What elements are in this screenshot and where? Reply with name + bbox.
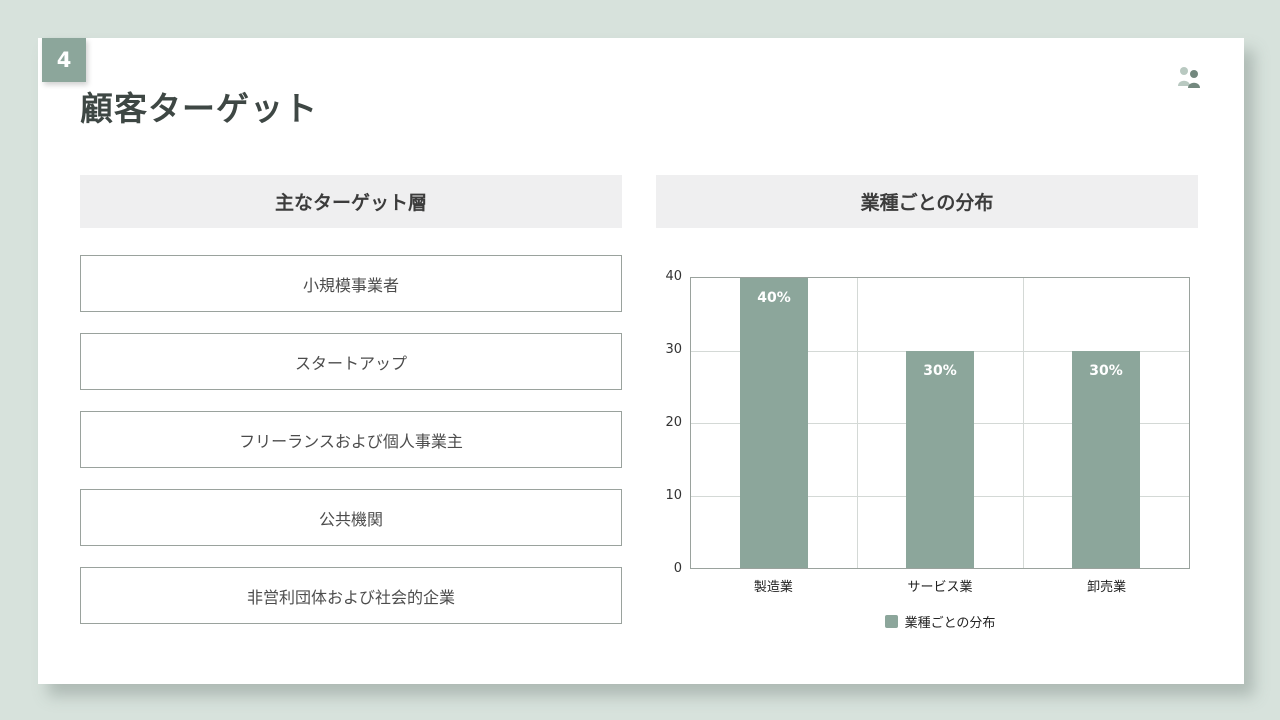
left-panel-header: 主なターゲット層 bbox=[80, 175, 622, 228]
bar: 40% bbox=[739, 278, 808, 568]
bar: 30% bbox=[906, 350, 974, 568]
logo-icon bbox=[1178, 67, 1200, 88]
list-item: フリーランスおよび個人事業主 bbox=[80, 411, 622, 468]
y-axis-labels: 0 10 20 30 40 bbox=[656, 269, 682, 576]
bar-value-label: 30% bbox=[923, 362, 957, 379]
target-list: 小規模事業者 スタートアップ フリーランスおよび個人事業主 公共機関 非営利団体… bbox=[80, 255, 622, 624]
list-item: スタートアップ bbox=[80, 333, 622, 390]
x-axis-label: 卸売業 bbox=[1087, 580, 1127, 595]
bar-chart: 0 10 20 30 40 40% 30% 30% 製造業 サービス業 卸売業 業種ごとの分布 bbox=[656, 269, 1198, 677]
category-separator bbox=[1023, 278, 1024, 568]
list-item: 公共機関 bbox=[80, 489, 622, 546]
right-panel-header: 業種ごとの分布 bbox=[656, 175, 1198, 228]
bar: 30% bbox=[1072, 350, 1140, 568]
x-axis-label: 製造業 bbox=[753, 580, 793, 595]
y-tick-label: 40 bbox=[665, 269, 682, 284]
legend-swatch bbox=[884, 615, 898, 628]
page-number-badge: 4 bbox=[42, 38, 86, 82]
bar-chart-plot: 40% 30% 30% bbox=[690, 277, 1190, 569]
page-number: 4 bbox=[56, 48, 72, 72]
x-axis-label: サービス業 bbox=[907, 580, 973, 595]
y-tick-label: 10 bbox=[665, 488, 682, 503]
chart-legend: 業種ごとの分布 bbox=[690, 612, 1190, 631]
y-tick-label: 30 bbox=[665, 342, 682, 357]
bar-value-label: 40% bbox=[757, 290, 791, 306]
x-axis-labels: 製造業 サービス業 卸売業 bbox=[690, 576, 1190, 595]
legend-label: 業種ごとの分布 bbox=[904, 616, 996, 631]
bar-value-label: 30% bbox=[1089, 362, 1123, 379]
category-separator bbox=[857, 278, 858, 568]
y-tick-label: 20 bbox=[665, 415, 682, 430]
page-title: 顧客ターゲット bbox=[80, 89, 318, 128]
list-item: 非営利団体および社会的企業 bbox=[80, 567, 622, 624]
target-panel: 主なターゲット層 小規模事業者 スタートアップ フリーランスおよび個人事業主 公… bbox=[80, 175, 622, 624]
distribution-panel: 業種ごとの分布 0 10 20 30 40 40% 30% 30% 製造業 サービス業 卸売業 … bbox=[656, 175, 1198, 677]
y-tick-label: 0 bbox=[673, 561, 682, 576]
slide-card: 顧客ターゲット 主なターゲット層 小規模事業者 スタートアップ フリーランスおよ… bbox=[38, 38, 1244, 684]
list-item: 小規模事業者 bbox=[80, 255, 622, 312]
